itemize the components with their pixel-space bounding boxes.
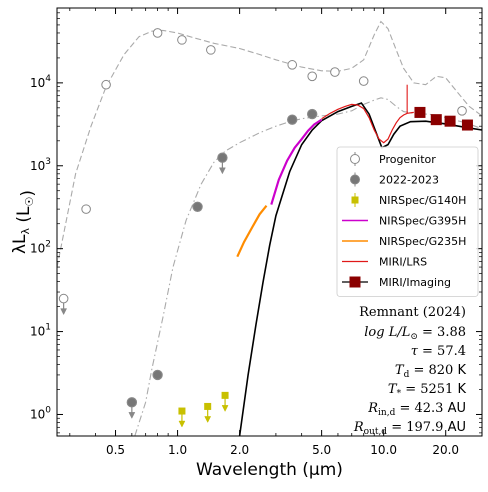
progenitor-point-10 [457,106,467,116]
annotation-line-0: log L/L⊙ = 3.88 [364,325,466,342]
annotation-line-4: Rin,d = 42.3 AU [367,401,466,418]
legend-box [336,146,479,297]
annotation-line-1: τ = 57.4 [411,344,466,359]
progenitor-point-1 [81,204,91,214]
progenitor-upper-limit-0-head [60,308,68,316]
photometry-points [58,28,473,428]
x-tick-label-4: 10.0 [370,443,397,457]
legend-marker-g140h [351,196,359,204]
plot-frame [56,7,483,437]
x-tick-label-2: 2.0 [230,443,249,457]
g395h-spectrum [270,118,323,205]
progenitor-point-0 [58,293,69,304]
epoch-2022-point-0 [126,397,138,408]
y-tick-label-0: 100 [30,405,51,421]
legend-marker-2022 [350,174,360,185]
x-tick-label-5: 20.0 [432,443,459,457]
annotation-line-5: Rout,d = 197.9 AU [353,420,466,437]
spectra [236,84,414,258]
miri-imaging-point-3 [461,119,473,131]
progenitor-point-3 [152,28,163,38]
g140h-point-0 [178,407,186,415]
epoch-2022-point-4 [287,114,298,125]
progenitor-point-6 [287,60,298,70]
g140h-point-2 [221,391,229,399]
g140h-upper-limit-0-head [178,420,186,428]
y-tick-label-3: 103 [30,157,51,173]
y-tick-label-1: 101 [30,323,51,339]
y-tick-label-4: 104 [30,74,51,90]
epoch-2022-upper-limit-3-head [218,167,226,175]
annotation-line-3: T* = 5251 K [388,382,467,399]
lrs-spectrum [321,103,414,144]
annotation-line-2: Td = 820 K [395,363,467,380]
progenitor-point-2 [101,79,111,90]
epoch-2022-point-1 [152,369,163,381]
epoch-2022-point-5 [306,108,318,120]
epoch-2022-point-3 [217,152,228,163]
remnant-annotation: Remnant (2024) log L/L⊙ = 3.88 τ = 57.4 Td … [353,305,467,437]
progenitor-model-line [57,20,482,268]
g235h-spectrum [236,205,268,258]
legend-label-6: MIRI/Imaging [379,276,451,289]
legend-label-0: Progenitor [379,153,436,166]
x-axis-title: Wavelength (μm) [196,460,343,480]
epoch-2022-upper-limit-0-head [128,412,136,419]
x-tick-label-0: 0.5 [106,443,125,457]
miri-imaging-point-1 [430,114,442,126]
y-tick-label-2: 102 [30,240,51,256]
legend-label-2: NIRSpec/G140H [379,194,466,207]
progenitor-point-9 [358,76,369,86]
x-tick-label-1: 1.0 [168,443,187,457]
legend-marker-imaging [349,276,361,288]
progenitor-point-8 [330,67,340,77]
annotation-title: Remnant (2024) [359,305,466,320]
miri-imaging-point-2 [444,115,456,127]
g140h-upper-limit-1-head [204,416,212,424]
g140h-upper-limit-2-head [221,405,229,412]
progenitor-point-7 [307,71,317,82]
g140h-point-1 [204,402,212,410]
legend-label-4: NIRSpec/G235H [379,235,466,248]
axes: 0.5 1.0 2.0 5.0 10.0 20.0 100 101 102 103 104 Wavel… [10,7,483,480]
y-axis-title: λLλ (L☉) [10,190,38,254]
legend: Progenitor 2022-2023 NIRSpec/G140H NIRSpec/… [336,146,479,297]
legend-marker-progenitor [350,154,360,164]
x-tick-label-3: 5.0 [312,443,331,457]
legend-label-1: 2022-2023 [379,174,439,187]
epoch-2022-point-2 [192,201,203,212]
progenitor-point-4 [177,35,187,45]
legend-label-3: NIRSpec/G395H [379,215,466,228]
miri-imaging-point-0 [414,106,426,118]
progenitor-point-5 [206,45,216,55]
legend-label-5: MIRI/LRS [379,256,427,269]
